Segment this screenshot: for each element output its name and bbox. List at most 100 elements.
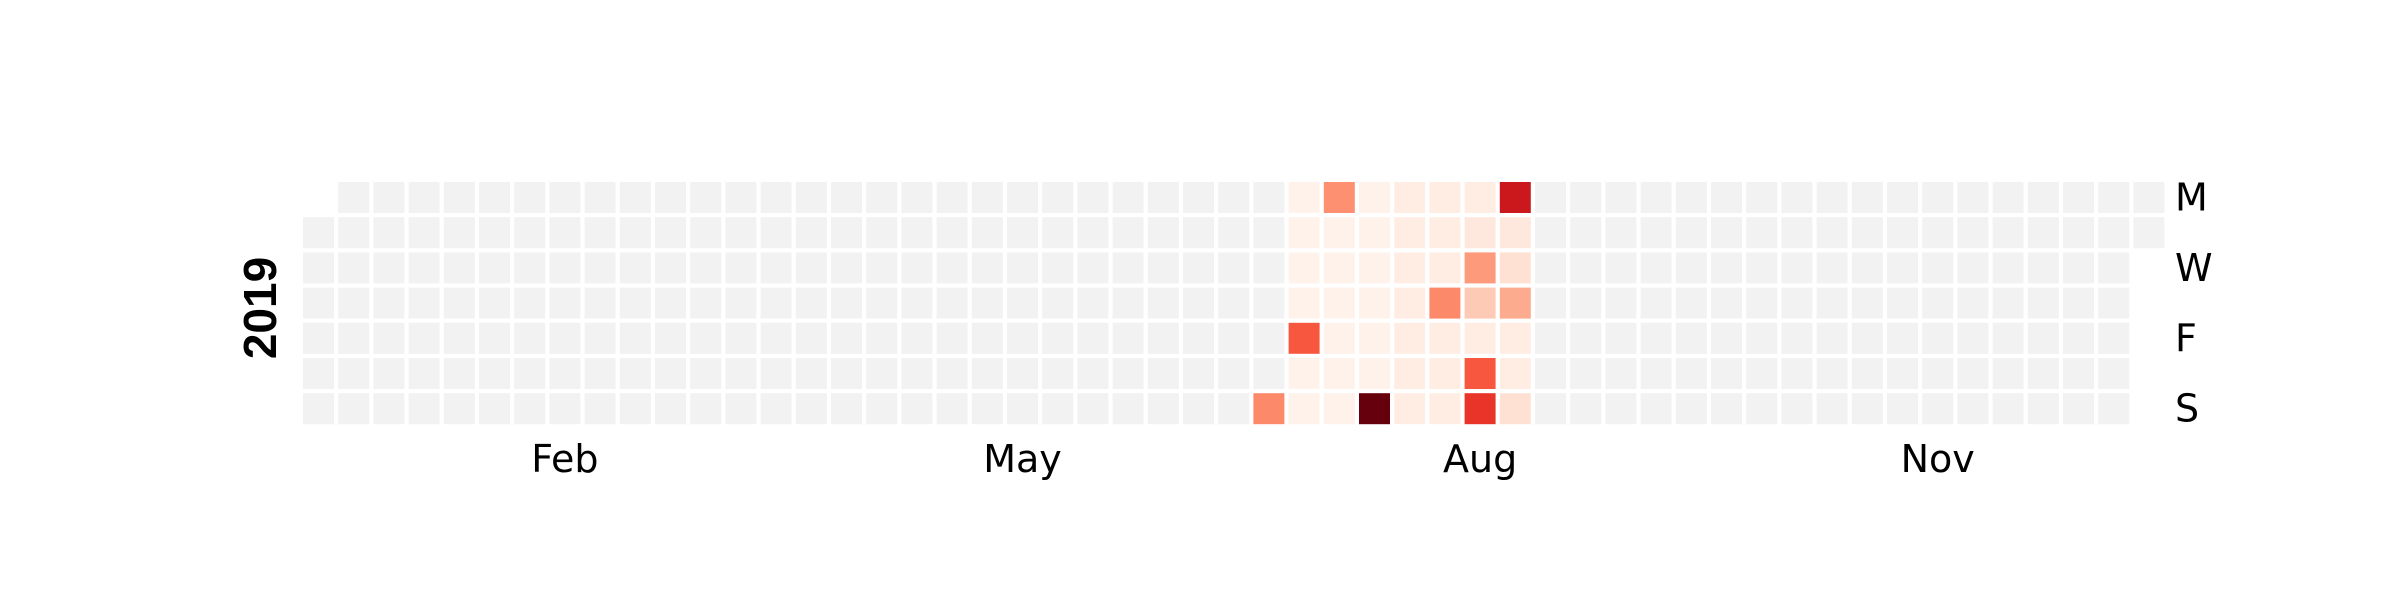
heatmap-cell [1253, 182, 1285, 213]
heatmap-cell [1323, 217, 1355, 249]
heatmap-cell [1640, 322, 1672, 354]
heatmap-cell [514, 182, 546, 213]
heatmap-cell [971, 358, 1003, 389]
heatmap-cell [408, 182, 440, 213]
heatmap-cell [1781, 182, 1813, 213]
heatmap-cell [760, 182, 792, 213]
heatmap-cell [479, 393, 510, 425]
heatmap-cell [1922, 393, 1954, 425]
heatmap-cell [725, 358, 757, 389]
heatmap-cell [303, 252, 334, 284]
heatmap-cell [1007, 217, 1038, 249]
heatmap-cell [866, 217, 898, 249]
heatmap-cell [1887, 182, 1918, 213]
heatmap-cell [1992, 252, 2024, 284]
heatmap-cell [549, 217, 581, 249]
heatmap-cell [479, 182, 510, 213]
heatmap-cell [901, 358, 933, 389]
heatmap-cell [619, 217, 651, 249]
heatmap-cell [866, 252, 898, 284]
heatmap-cell [514, 217, 546, 249]
heatmap-cell [408, 322, 440, 354]
heatmap-cell [1499, 252, 1531, 284]
heatmap-cell [725, 217, 757, 249]
heatmap-cell [936, 393, 968, 425]
heatmap-cell [408, 358, 440, 389]
heatmap-cell [373, 287, 405, 319]
heatmap-cell [2098, 393, 2130, 425]
heatmap-cell [443, 217, 475, 249]
heatmap-cell [1077, 182, 1109, 213]
heatmap-cell [1711, 393, 1742, 425]
heatmap-cell [2027, 287, 2059, 319]
heatmap-cell [866, 358, 898, 389]
heatmap-cell [1499, 217, 1531, 249]
heatmap-cell [655, 393, 686, 425]
heatmap-cell [1042, 182, 1074, 213]
heatmap-cell [1781, 358, 1813, 389]
heatmap-cell [1007, 287, 1038, 319]
heatmap-cell [1605, 393, 1637, 425]
heatmap-cell [338, 393, 370, 425]
heatmap-cell [1429, 393, 1461, 425]
heatmap-cell [690, 322, 722, 354]
heatmap-cell [1007, 252, 1038, 284]
heatmap-cell [1605, 287, 1637, 319]
heatmap-cell [303, 358, 334, 389]
heatmap-cell [1922, 217, 1954, 249]
heatmap-cell [1675, 322, 1707, 354]
heatmap-cell [303, 393, 334, 425]
heatmap-cell [1535, 287, 1566, 319]
heatmap-cell [1464, 358, 1496, 389]
heatmap-cell [1042, 358, 1074, 389]
heatmap-cell [1851, 217, 1883, 249]
heatmap-cell [443, 322, 475, 354]
heatmap-cell [1007, 393, 1038, 425]
heatmap-cell [901, 182, 933, 213]
month-tick-label: Aug [1443, 437, 1517, 481]
heatmap-cell [1464, 393, 1496, 425]
heatmap-cell [1112, 393, 1144, 425]
heatmap-cell [866, 287, 898, 319]
heatmap-cell [795, 217, 827, 249]
heatmap-cell [1429, 252, 1461, 284]
heatmap-cell [619, 358, 651, 389]
heatmap-cell [690, 393, 722, 425]
heatmap-cell [1640, 252, 1672, 284]
heatmap-cell [1675, 252, 1707, 284]
heatmap-cell [831, 252, 862, 284]
heatmap-cell [866, 322, 898, 354]
heatmap-cell [1499, 287, 1531, 319]
heatmap-cell [971, 287, 1003, 319]
heatmap-cell [1112, 287, 1144, 319]
heatmap-cell [725, 322, 757, 354]
heatmap-cell [1288, 182, 1320, 213]
heatmap-cell [795, 322, 827, 354]
heatmap-cell [443, 393, 475, 425]
heatmap-cell [1746, 182, 1778, 213]
heatmap-cell [2098, 322, 2130, 354]
heatmap-cell [655, 287, 686, 319]
heatmap-cell [831, 217, 862, 249]
heatmap-cell [1746, 358, 1778, 389]
heatmap-cell [760, 287, 792, 319]
heatmap-cell [760, 358, 792, 389]
heatmap-cell [2063, 358, 2094, 389]
heatmap-cells [303, 182, 2165, 425]
heatmap-cell [443, 182, 475, 213]
heatmap-cell [1007, 322, 1038, 354]
heatmap-cell [1957, 287, 1989, 319]
heatmap-cell [1499, 322, 1531, 354]
heatmap-cell [1957, 252, 1989, 284]
heatmap-cell [866, 182, 898, 213]
heatmap-cell [1042, 322, 1074, 354]
heatmap-cell [971, 182, 1003, 213]
heatmap-cell [619, 252, 651, 284]
heatmap-cell [1887, 322, 1918, 354]
heatmap-cell [1042, 217, 1074, 249]
heatmap-cell [408, 287, 440, 319]
heatmap-cell [1218, 182, 1250, 213]
heatmap-cell [1394, 287, 1426, 319]
heatmap-cell [1957, 182, 1989, 213]
